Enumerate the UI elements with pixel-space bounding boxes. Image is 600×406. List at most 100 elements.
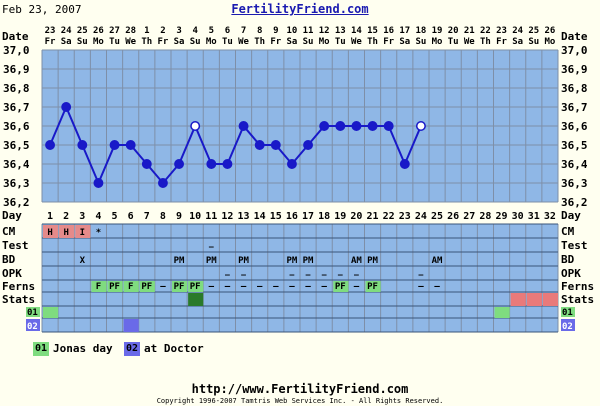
ferns-fill — [365, 281, 381, 292]
cycle-day: 30 — [512, 211, 524, 222]
date-weekday: Fr — [383, 37, 394, 47]
ferns-mark: — — [305, 282, 311, 292]
date-day: 10 — [287, 26, 298, 36]
temperature-point — [206, 159, 217, 169]
note-label-left: 01 — [27, 308, 38, 318]
note01-mark — [43, 307, 59, 318]
temperature-point — [190, 121, 201, 131]
ferns-mark: — — [434, 282, 440, 292]
y-tick-right: 36,8 — [561, 82, 588, 95]
ferns-fill — [172, 281, 188, 292]
date-day: 4 — [192, 26, 198, 36]
cycle-day: 11 — [205, 211, 217, 222]
date-day: 6 — [225, 26, 230, 36]
date-weekday: We — [125, 37, 136, 47]
ferns-mark: PF — [367, 282, 378, 292]
date-weekday: We — [238, 37, 249, 47]
ferns-mark: — — [354, 282, 360, 292]
ferns-mark: — — [160, 282, 166, 292]
date-day: 27 — [109, 26, 120, 36]
row-label-left: Date — [2, 30, 29, 43]
row-label-right: Day — [561, 209, 581, 222]
date-day: 23 — [45, 26, 56, 36]
note-label-box-left — [26, 307, 40, 317]
date-day: 26 — [93, 26, 104, 36]
date-day: 16 — [383, 26, 394, 36]
note02-mark — [123, 319, 139, 332]
opk-mark: — — [290, 270, 295, 279]
cm-mark: I — [80, 228, 85, 238]
cycle-day: 31 — [528, 211, 540, 222]
date-weekday: Tu — [448, 37, 459, 47]
ferns-mark: — — [273, 282, 279, 292]
bd-mark: AM — [432, 256, 443, 266]
row-label-left: Day — [2, 209, 22, 222]
opk-mark: — — [338, 270, 343, 279]
ferns-mark: — — [418, 282, 424, 292]
date-weekday: We — [464, 37, 475, 47]
opk-mark: — — [241, 270, 246, 279]
date-day: 11 — [303, 26, 314, 36]
note01-mark — [494, 307, 510, 318]
date-weekday: Sa — [61, 37, 72, 47]
date-weekday: Fr — [270, 37, 281, 47]
temperature-point — [141, 159, 152, 169]
cycle-day: 12 — [221, 211, 233, 222]
opk-mark: — — [419, 270, 424, 279]
test-mark: — — [209, 242, 214, 251]
temperature-point — [303, 140, 314, 150]
y-tick-left: 36,4 — [3, 158, 30, 171]
cycle-day: 15 — [270, 211, 282, 222]
cm-fill — [43, 225, 59, 238]
row-label-right: BD — [561, 253, 575, 266]
cycle-day: 3 — [79, 211, 85, 222]
row-label-right: Test — [561, 239, 588, 252]
y-tick-right: 36,4 — [561, 158, 588, 171]
cycle-day: 29 — [496, 211, 508, 222]
date-weekday: Th — [367, 37, 378, 47]
date-weekday: Fr — [496, 37, 507, 47]
cycle-day: 26 — [447, 211, 459, 222]
date-day: 12 — [319, 26, 330, 36]
cycle-day: 8 — [160, 211, 166, 222]
y-tick-left: 36,7 — [3, 101, 30, 114]
cycle-day: 5 — [112, 211, 118, 222]
ferns-mark: PF — [109, 282, 120, 292]
bd-mark: PM — [303, 256, 314, 266]
date-weekday: Mo — [319, 37, 330, 47]
legend-code-01: 01 — [33, 342, 50, 356]
temperature-point — [383, 121, 394, 131]
cycle-day: 2 — [63, 211, 69, 222]
cycle-day: 25 — [431, 211, 443, 222]
site-link[interactable]: FertilityFriend.com — [231, 2, 369, 16]
note-label-box-right — [561, 319, 575, 331]
cycle-day: 23 — [399, 211, 411, 222]
temperature-point — [254, 140, 265, 150]
ferns-mark: — — [209, 282, 215, 292]
date-day: 17 — [399, 26, 410, 36]
cycle-day: 13 — [238, 211, 250, 222]
date-day: 25 — [77, 26, 88, 36]
cycle-day: 22 — [383, 211, 395, 222]
row-label-right: CM — [561, 225, 575, 238]
date-day: 13 — [335, 26, 346, 36]
cycle-day: 24 — [415, 211, 427, 222]
row-label-right: Ferns — [561, 280, 594, 293]
ferns-mark: PF — [335, 282, 346, 292]
y-tick-right: 37,0 — [561, 44, 588, 57]
ferns-fill — [91, 281, 107, 292]
y-tick-right: 36,5 — [561, 139, 588, 152]
temperature-point — [157, 178, 168, 188]
ferns-fill — [123, 281, 139, 292]
date-weekday: Mo — [432, 37, 443, 47]
stats-fill — [526, 293, 542, 306]
footer-url[interactable]: http://www.FertilityFriend.com — [191, 382, 409, 396]
y-tick-left: 36,3 — [3, 177, 30, 190]
date-weekday: Th — [254, 37, 265, 47]
bd-mark: PM — [206, 256, 217, 266]
row-label-left: Test — [2, 239, 29, 252]
date-day: 15 — [367, 26, 378, 36]
bd-mark: X — [80, 256, 86, 266]
date-weekday: Su — [190, 37, 201, 47]
